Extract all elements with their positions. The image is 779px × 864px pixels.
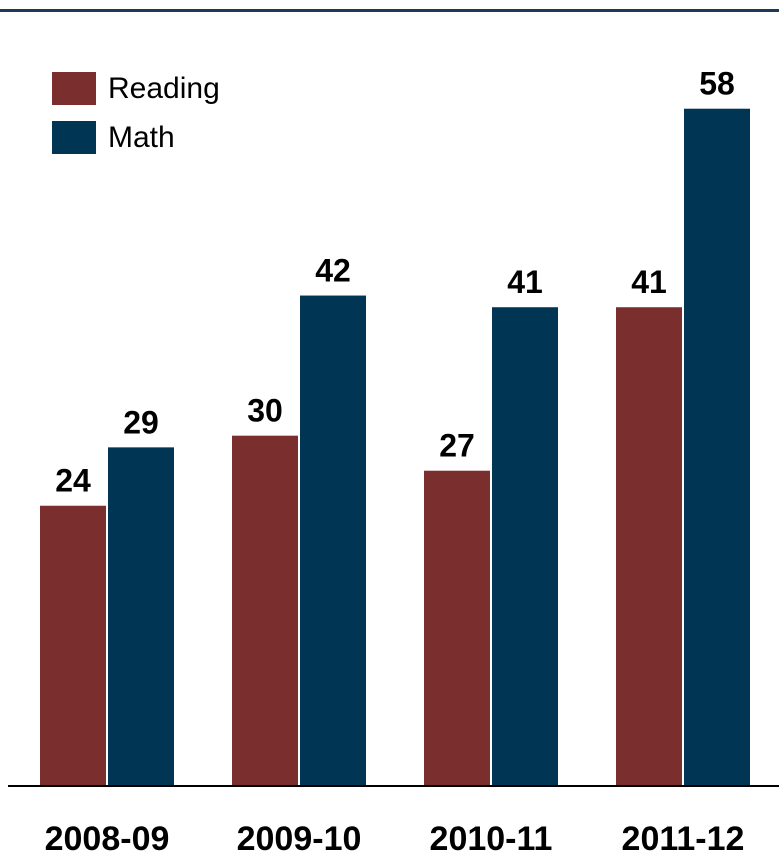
bar-reading-2011-12 bbox=[616, 307, 682, 786]
category-label-2011-12: 2011-12 bbox=[622, 820, 745, 858]
category-label-2008-09: 2008-09 bbox=[45, 820, 170, 858]
category-label-2010-11: 2010-11 bbox=[430, 820, 553, 858]
value-label-reading-2010-11: 27 bbox=[439, 428, 475, 464]
value-label-reading-2009-10: 30 bbox=[247, 393, 283, 429]
legend-swatch-math bbox=[52, 121, 96, 154]
bar-math-2008-09 bbox=[108, 447, 174, 786]
legend-item-reading: Reading bbox=[52, 72, 220, 105]
legend-label-reading: Reading bbox=[108, 71, 220, 105]
value-labels-group: 24 29 30 42 27 41 41 58 bbox=[55, 66, 735, 499]
legend-item-math: Math bbox=[52, 121, 220, 154]
value-label-reading-2011-12: 41 bbox=[631, 264, 667, 300]
bar-reading-2009-10 bbox=[232, 435, 298, 786]
value-label-math-2010-11: 41 bbox=[507, 264, 543, 300]
bar-reading-2008-09 bbox=[40, 505, 106, 786]
bar-math-2010-11 bbox=[492, 307, 558, 786]
value-label-math-2008-09: 29 bbox=[123, 404, 159, 440]
value-label-math-2011-12: 58 bbox=[699, 66, 735, 102]
value-label-math-2009-10: 42 bbox=[315, 253, 351, 289]
category-labels-group: 2008-09 2009-10 2010-11 2011-12 bbox=[45, 820, 745, 858]
bar-reading-2010-11 bbox=[424, 470, 490, 786]
bars-group bbox=[40, 108, 750, 787]
legend: Reading Math bbox=[52, 72, 220, 170]
legend-swatch-reading bbox=[52, 72, 96, 105]
bar-math-2009-10 bbox=[300, 295, 366, 786]
top-rule bbox=[0, 0, 779, 12]
bar-math-2011-12 bbox=[684, 108, 750, 787]
value-label-reading-2008-09: 24 bbox=[55, 463, 91, 499]
legend-label-math: Math bbox=[108, 120, 175, 154]
category-label-2009-10: 2009-10 bbox=[237, 820, 362, 858]
